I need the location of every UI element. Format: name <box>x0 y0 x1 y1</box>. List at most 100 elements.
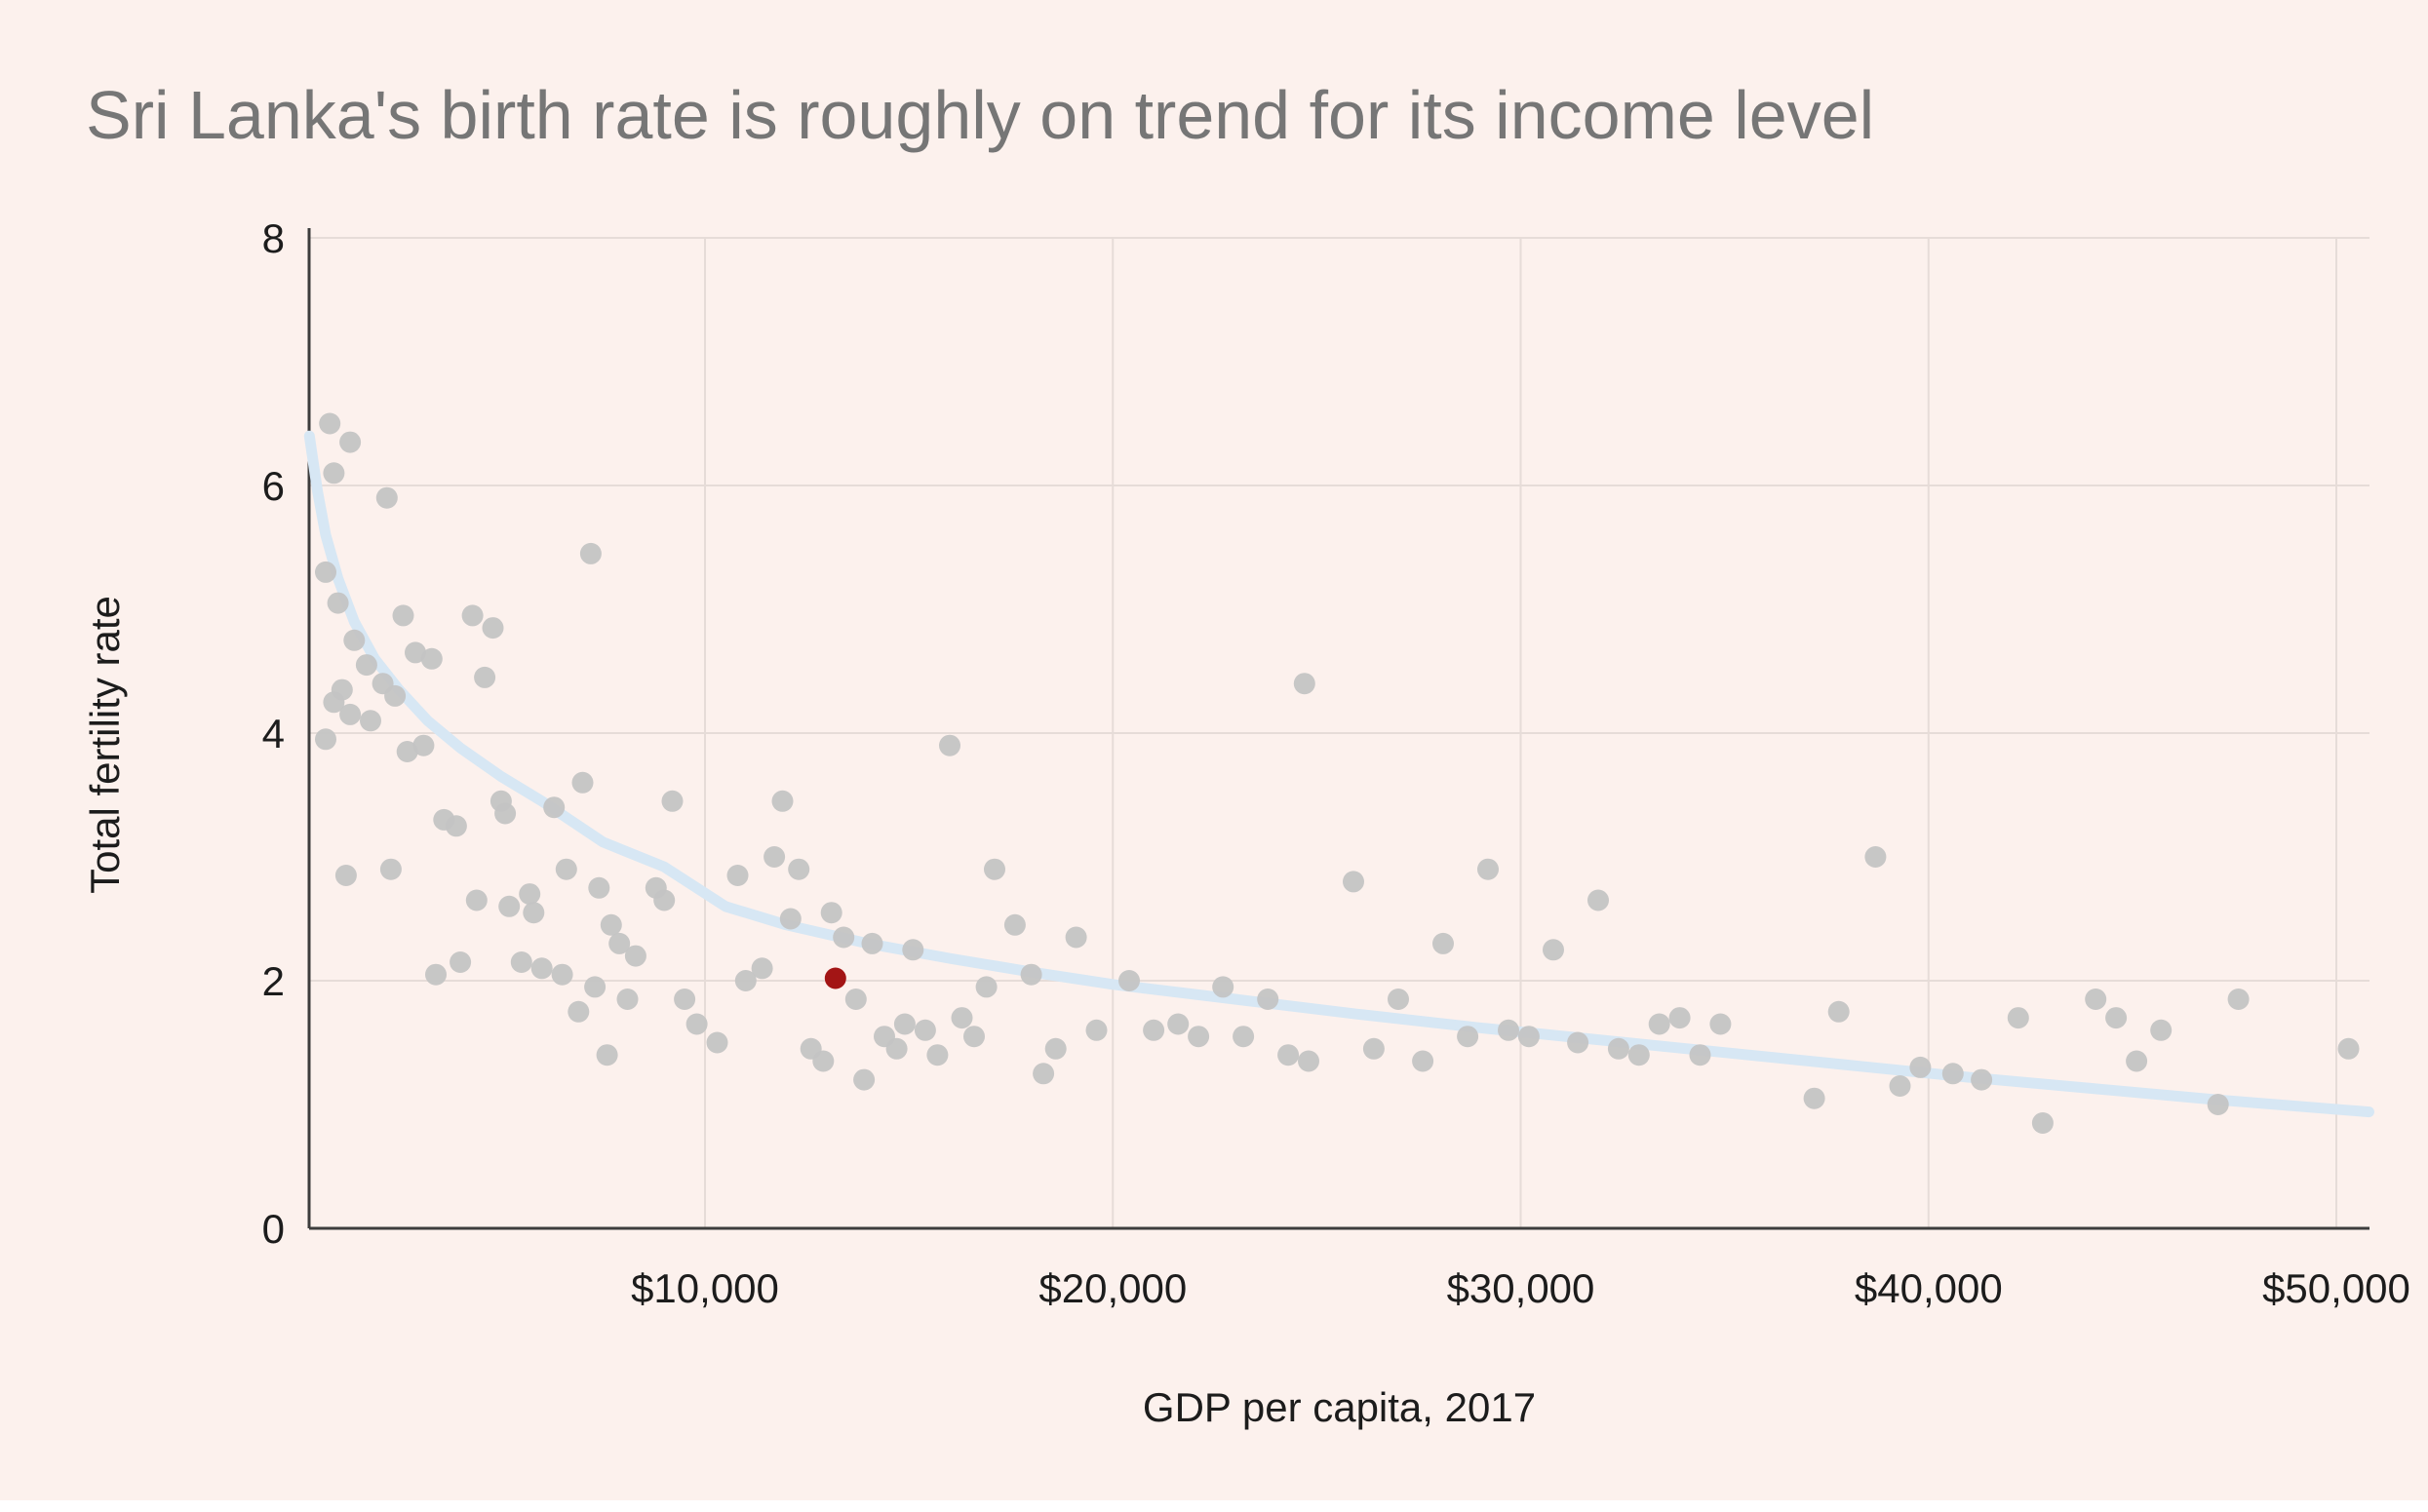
sri-lanka-point <box>824 967 846 989</box>
x-tick-label: $40,000 <box>1855 1265 2003 1311</box>
scatter-point <box>1118 970 1140 991</box>
scatter-point <box>523 902 545 924</box>
x-tick-label: $30,000 <box>1447 1265 1595 1311</box>
scatter-point <box>914 1019 936 1041</box>
scatter-point <box>420 647 443 670</box>
scatter-point <box>1293 673 1315 695</box>
scatter-point <box>323 462 345 485</box>
scatter-point <box>392 604 414 627</box>
scatter-point <box>1343 871 1364 893</box>
scatter-point <box>498 895 521 917</box>
scatter-point <box>2085 989 2107 1010</box>
scatter-point <box>551 963 573 986</box>
scatter-point <box>951 1007 973 1029</box>
scatter-point <box>1689 1044 1711 1066</box>
scatter-point <box>1277 1044 1300 1066</box>
scatter-point <box>1457 1026 1479 1048</box>
scatter-point <box>1941 1063 1964 1085</box>
scatter-point <box>474 666 496 688</box>
scatter-point <box>1257 989 1279 1010</box>
scatter-point <box>2337 1037 2360 1060</box>
x-tick-label: $10,000 <box>631 1265 779 1311</box>
scatter-point <box>519 883 541 906</box>
scatter-point <box>1298 1050 1319 1072</box>
scatter-point <box>596 1044 618 1066</box>
scatter-point <box>1412 1050 1434 1072</box>
x-tick-label: $50,000 <box>2262 1265 2410 1311</box>
scatter-point <box>343 629 366 651</box>
scatter-point <box>2031 1112 2054 1134</box>
scatter-point <box>812 1050 835 1072</box>
scatter-point <box>764 846 786 868</box>
scatter-point <box>661 790 684 812</box>
scatter-point <box>608 932 631 954</box>
scatter-point <box>1388 989 1409 1010</box>
scatter-point <box>339 703 362 725</box>
scatter-point <box>555 858 577 880</box>
scatter-point <box>1233 1026 1255 1048</box>
scatter-point <box>926 1044 949 1066</box>
scatter-point <box>584 976 607 998</box>
scatter-point <box>1020 963 1042 986</box>
scatter-point <box>1033 1063 1055 1085</box>
scatter-point <box>579 542 602 564</box>
scatter-point <box>510 951 532 973</box>
scatter-point <box>571 771 594 794</box>
scatter-point <box>568 1000 590 1023</box>
scatter-point <box>2150 1019 2173 1041</box>
scatter-point <box>412 734 435 756</box>
scatter-point <box>2126 1050 2148 1072</box>
scatter-point <box>1517 1026 1540 1048</box>
scatter-point <box>1143 1019 1165 1041</box>
x-tick-label: $20,000 <box>1038 1265 1187 1311</box>
scatter-point <box>379 858 402 880</box>
scatter-point <box>425 963 447 986</box>
scatter-point <box>405 641 426 664</box>
y-tick-label: 2 <box>262 958 285 1004</box>
scatter-point <box>1477 858 1499 880</box>
scatter-point <box>984 858 1005 880</box>
scatter-point <box>1567 1031 1589 1054</box>
scatter-point <box>853 1068 876 1091</box>
scatter-point <box>588 876 610 899</box>
scatter-point <box>315 728 336 751</box>
bottom-strip <box>0 1500 2428 1512</box>
scatter-point <box>2007 1007 2029 1029</box>
y-tick-label: 8 <box>262 215 285 261</box>
scatter-point <box>861 932 883 954</box>
scatter-point <box>375 486 398 509</box>
scatter-point <box>445 815 467 837</box>
scatter-point <box>844 989 867 1010</box>
scatter-point <box>734 970 757 991</box>
scatter-point <box>1044 1037 1067 1060</box>
scatter-point <box>1085 1019 1108 1041</box>
scatter-point <box>902 939 924 961</box>
scatter-point <box>788 858 810 880</box>
scatter-point <box>1003 913 1026 936</box>
scatter-point <box>820 902 842 924</box>
y-tick-label: 4 <box>262 711 285 756</box>
scatter-point <box>939 734 960 756</box>
scatter-point <box>975 976 998 998</box>
scatter-point <box>450 951 472 973</box>
scatter-point <box>726 865 749 886</box>
scatter-point <box>616 989 639 1010</box>
scatter-point <box>543 796 566 819</box>
scatter-point <box>339 431 362 453</box>
scatter-point <box>465 889 488 911</box>
scatter-point <box>600 913 622 936</box>
scatter-point <box>1971 1068 1993 1091</box>
scatter-point <box>315 561 336 583</box>
chart-title: Sri Lanka's birth rate is roughly on tre… <box>86 77 1875 153</box>
scatter-point <box>319 412 341 435</box>
scatter-point <box>1498 1019 1519 1041</box>
scatter-point <box>893 1013 916 1035</box>
scatter-point <box>1065 926 1087 949</box>
scatter-point <box>323 691 345 714</box>
scatter-point <box>1607 1037 1629 1060</box>
scatter-point <box>1167 1013 1190 1035</box>
scatter-point <box>530 957 553 980</box>
x-axis-title: GDP per capita, 2017 <box>1142 1384 1537 1430</box>
